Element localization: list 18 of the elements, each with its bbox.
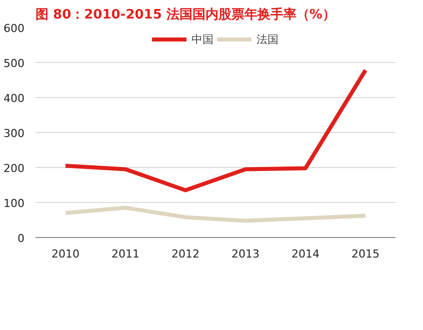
y-tick-label: 500	[4, 57, 25, 70]
x-tick-label: 2013	[232, 248, 260, 260]
y-tick-label: 0	[18, 232, 24, 245]
legend-label: 中国	[192, 32, 214, 46]
x-tick-label: 2015	[352, 248, 380, 260]
x-tick-label: 2010	[52, 248, 80, 260]
x-tick-label: 2012	[172, 248, 200, 260]
line-series	[64, 206, 368, 223]
legend-label: 法国	[256, 32, 278, 46]
chart-title: 图 80：2010-2015 法国国内股票年换手率（%）	[36, 6, 336, 22]
y-tick-label: 600	[4, 22, 25, 35]
y-tick-label: 100	[4, 197, 25, 210]
y-tick-label: 400	[4, 92, 25, 105]
x-tick-label: 2011	[112, 248, 140, 260]
x-tick-label: 2014	[292, 248, 320, 260]
y-tick-label: 300	[4, 127, 25, 140]
line-series	[64, 68, 368, 192]
y-tick-label: 200	[4, 162, 25, 175]
